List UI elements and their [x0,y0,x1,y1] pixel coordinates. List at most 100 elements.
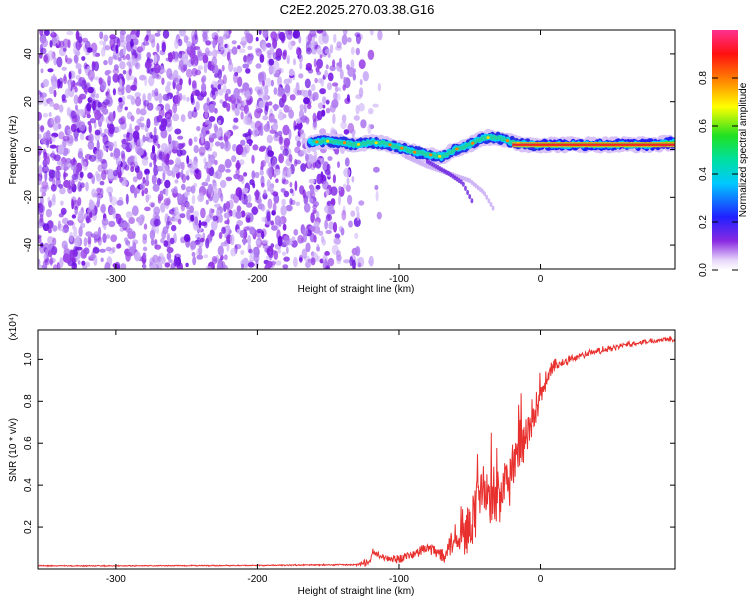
side-branch-blob [425,163,429,169]
noise-blob [317,102,324,109]
noise-blob [336,62,342,67]
noise-blob [201,75,207,83]
noise-blob [355,33,361,45]
noise-blob [77,163,83,173]
noise-blob [58,131,65,140]
noise-blob [160,238,165,244]
noise-blob [77,96,83,104]
noise-blob [345,184,351,192]
noise-blob [157,197,162,204]
noise-blob [108,56,113,66]
noise-blob [282,251,286,256]
noise-blob [195,101,200,111]
noise-blob [173,258,180,268]
noise-blob [172,58,180,63]
snr-multiplier: (x10⁴) [8,313,19,340]
side-branch-blob [457,178,461,184]
side-branch-blob [415,159,419,164]
carrier-hotspot [388,143,392,147]
snr-series-line [38,335,675,568]
noise-blob [121,153,126,162]
noise-blob [355,47,360,56]
noise-blob [132,176,138,183]
noise-blob [168,73,175,81]
noise-blob [154,32,161,37]
noise-blob [128,216,135,225]
noise-blob [87,140,95,150]
noise-blob [203,62,208,74]
noise-blob [148,34,156,44]
noise-blob [333,237,339,245]
noise-blob [269,129,276,135]
noise-blob [330,186,338,196]
noise-blob [70,110,77,119]
noise-blob [157,143,161,149]
noise-blob [52,193,56,202]
noise-blob [99,40,105,46]
noise-blob [247,45,253,51]
noise-blob [191,30,196,42]
noise-blob [332,174,336,184]
noise-blob [337,161,340,169]
noise-blob [159,166,163,171]
noise-blob [71,214,77,219]
snr-y-label: SNR (10 * v/v) [8,418,19,482]
noise-blob [262,115,269,121]
noise-blob [298,254,303,264]
noise-blob [49,101,55,107]
noise-blob [201,82,207,93]
noise-blob [120,263,127,269]
noise-blob [221,226,226,234]
noise-blob [62,253,70,263]
noise-blob [325,229,333,235]
noise-blob [320,235,325,243]
noise-blob [273,69,280,78]
noise-blob [45,130,51,141]
noise-blob [296,140,302,148]
side-branch-blob [455,176,459,182]
noise-blob [324,251,330,256]
noise-blob [43,254,47,260]
noise-blob [42,159,48,167]
noise-blob [208,103,215,113]
noise-blob [347,37,352,43]
noise-blob [146,52,152,59]
noise-blob [177,38,183,47]
noise-blob [353,115,360,121]
noise-blob [280,205,287,216]
noise-blob [168,52,173,63]
noise-blob [184,191,189,198]
noise-blob [57,123,62,130]
side-branch-blob [464,185,467,191]
noise-blob [142,252,146,263]
noise-blob [305,242,311,253]
noise-blob [39,34,47,44]
noise-blob [293,256,298,268]
noise-blob [298,53,303,63]
noise-blob [127,243,131,248]
noise-blob [299,104,305,111]
noise-blob [117,57,122,62]
noise-blob [137,140,141,145]
noise-blob [305,47,312,55]
noise-blob [283,49,287,57]
noise-blob [171,224,177,232]
noise-blob [47,50,54,62]
noise-blob [151,262,157,269]
spectrogram-x-label: Height of straight line (km) [298,284,415,295]
noise-blob [70,164,78,171]
noise-blob [40,92,47,98]
noise-blob [348,220,353,228]
noise-blob [138,122,145,128]
noise-blob [231,46,238,55]
noise-blob [126,227,133,234]
snr-panel: -300 -200 -100 0 0.2 0.4 0.6 0.8 1.0 Height of s… [8,313,676,597]
noise-blob [87,235,92,245]
noise-blob [208,116,216,122]
noise-blob [294,180,298,192]
noise-blob [291,239,298,248]
noise-blob [207,183,213,195]
noise-blob [134,251,141,262]
noise-blob [102,134,109,145]
noise-blob [144,75,148,87]
